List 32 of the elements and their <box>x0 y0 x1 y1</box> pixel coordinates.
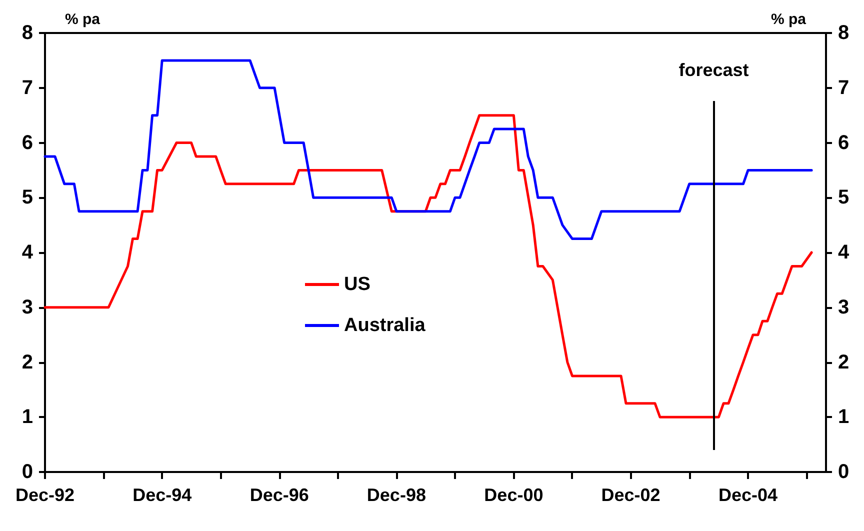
line-series <box>44 114 813 418</box>
x-tick-label: Dec-04 <box>718 485 778 505</box>
x-tick-label: Dec-92 <box>15 485 75 505</box>
y2-tick-label: 6 <box>838 132 850 154</box>
y2-tick-label: 0 <box>838 461 850 483</box>
y-tick-label: 5 <box>22 186 33 209</box>
y2-tick-label: 1 <box>838 406 850 428</box>
legend-label: US <box>344 274 370 295</box>
y-tick-label: 7 <box>22 76 33 99</box>
y-tick-label: 6 <box>22 132 33 154</box>
x-tick-label: Dec-02 <box>601 485 660 505</box>
x-tick-label: Dec-96 <box>250 485 309 505</box>
x-tick-label: Dec-00 <box>484 485 544 505</box>
y2-tick-label: 7 <box>838 76 850 99</box>
y-axis-title: % pa <box>65 11 101 28</box>
y2-tick-label: 2 <box>838 351 850 374</box>
y2-tick-label: 5 <box>838 186 850 209</box>
y2-tick-label: 8 <box>838 22 850 44</box>
y2-tick-label: 4 <box>838 242 850 264</box>
y-tick-label: 4 <box>22 242 34 264</box>
y-tick-label: 0 <box>22 461 33 483</box>
y-tick-label: 1 <box>22 406 33 428</box>
y-tick-label: 2 <box>22 351 33 374</box>
y-tick-label: 8 <box>22 22 33 44</box>
line-series <box>44 59 813 240</box>
ref-line-label: forecast <box>678 60 749 80</box>
x-tick-label: Dec-98 <box>366 485 426 505</box>
y2-axis-title: % pa <box>770 11 807 28</box>
x-tick-label: Dec-94 <box>132 485 192 505</box>
y-tick-label: 3 <box>22 296 33 318</box>
legend-label: Australia <box>344 315 426 336</box>
y2-tick-label: 3 <box>838 296 850 318</box>
